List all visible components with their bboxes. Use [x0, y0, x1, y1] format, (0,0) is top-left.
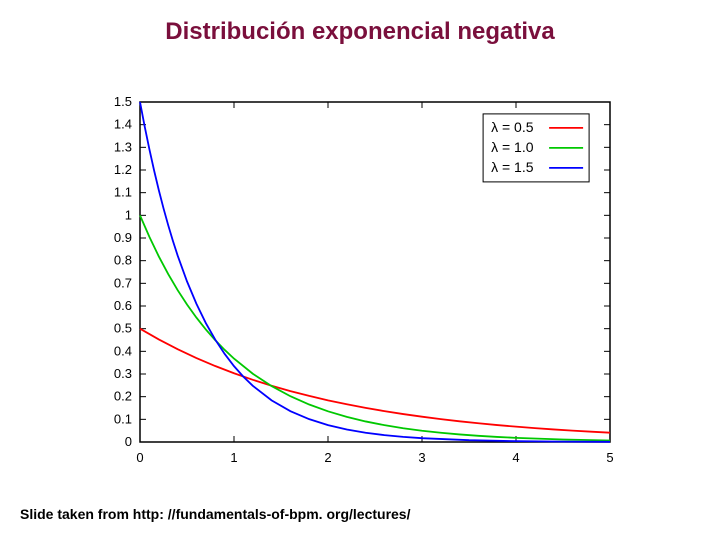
y-tick-label: 1.4 — [114, 117, 132, 132]
y-tick-label: 0.5 — [114, 321, 132, 336]
x-tick-label: 1 — [230, 450, 237, 465]
exponential-chart: 0 1 2 3 4 5 0 0.1 0.2 0.3 0.4 0.5 0.6 0.7 0.8 0.9 1 1.1 1.… — [90, 90, 630, 476]
y-tick-label: 0.7 — [114, 275, 132, 290]
y-tick-label: 0.9 — [114, 230, 132, 245]
x-tick-label: 3 — [418, 450, 425, 465]
slide-footer: Slide taken from http: //fundamentals-of… — [20, 506, 410, 522]
slide: Distribución exponencial negativa 0 1 2 3 4 5… — [0, 0, 720, 540]
y-tick-label: 0.4 — [114, 343, 132, 358]
x-tick-label: 5 — [606, 450, 613, 465]
legend-label: λ = 0.5 — [491, 119, 534, 135]
x-tick-label: 4 — [512, 450, 519, 465]
legend-label: λ = 1.0 — [491, 139, 534, 155]
y-tick-label: 0.8 — [114, 253, 132, 268]
y-tick-label: 0.2 — [114, 389, 132, 404]
y-tick-label: 1 — [125, 207, 132, 222]
y-tick-label: 0.1 — [114, 411, 132, 426]
x-tick-label: 2 — [324, 450, 331, 465]
y-tick-label: 1.5 — [114, 94, 132, 109]
legend-label: λ = 1.5 — [491, 159, 534, 175]
chart-container: 0 1 2 3 4 5 0 0.1 0.2 0.3 0.4 0.5 0.6 0.7 0.8 0.9 1 1.1 1.… — [90, 90, 630, 481]
y-tick-label: 0 — [125, 434, 132, 449]
y-tick-label: 1.2 — [114, 162, 132, 177]
page-title: Distribución exponencial negativa — [0, 18, 720, 46]
y-tick-label: 1.1 — [114, 185, 132, 200]
y-tick-label: 1.3 — [114, 139, 132, 154]
x-tick-label: 0 — [136, 450, 143, 465]
y-tick-label: 0.6 — [114, 298, 132, 313]
y-tick-label: 0.3 — [114, 366, 132, 381]
